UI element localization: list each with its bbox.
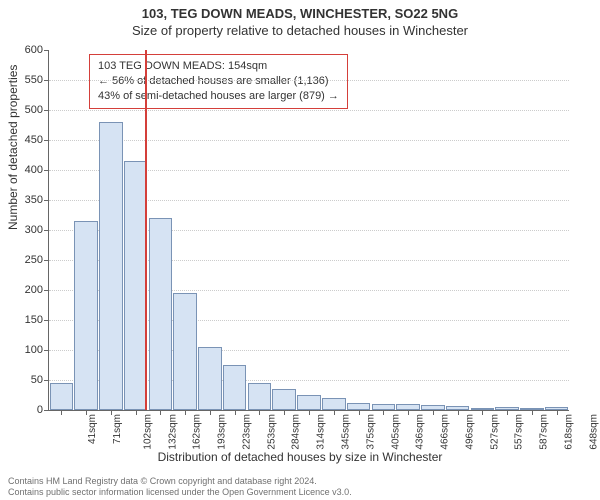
x-tick-mark: [334, 410, 335, 415]
page-title: 103, TEG DOWN MEADS, WINCHESTER, SO22 5N…: [0, 0, 600, 21]
y-tick-mark: [44, 230, 49, 231]
y-tick-label: 200: [7, 284, 43, 296]
histogram-bar: [50, 383, 74, 410]
x-tick-mark: [235, 410, 236, 415]
y-gridline: [49, 140, 569, 141]
x-tick-mark: [210, 410, 211, 415]
attribution-line-1: Contains HM Land Registry data © Crown c…: [8, 476, 592, 487]
histogram-bar: [99, 122, 123, 410]
x-tick-mark: [458, 410, 459, 415]
x-tick-mark: [136, 410, 137, 415]
x-tick-mark: [507, 410, 508, 415]
y-tick-mark: [44, 110, 49, 111]
y-tick-mark: [44, 80, 49, 81]
y-tick-mark: [44, 350, 49, 351]
x-tick-mark: [532, 410, 533, 415]
x-tick-mark: [309, 410, 310, 415]
info-line-1: 103 TEG DOWN MEADS: 154sqm: [98, 59, 339, 74]
y-tick-mark: [44, 140, 49, 141]
x-tick-label: 253sqm: [266, 414, 277, 450]
x-tick-label: 193sqm: [217, 414, 228, 450]
x-tick-mark: [359, 410, 360, 415]
y-tick-label: 0: [7, 404, 43, 416]
y-tick-label: 600: [7, 44, 43, 56]
x-tick-label: 527sqm: [489, 414, 500, 450]
x-tick-label: 345sqm: [341, 414, 352, 450]
y-tick-mark: [44, 320, 49, 321]
x-tick-label: 71sqm: [112, 414, 123, 444]
y-tick-label: 300: [7, 224, 43, 236]
y-tick-mark: [44, 260, 49, 261]
histogram-bar: [297, 395, 321, 410]
histogram-bar: [124, 161, 148, 410]
x-tick-mark: [160, 410, 161, 415]
y-tick-mark: [44, 170, 49, 171]
chart-area: 103 TEG DOWN MEADS: 154sqm ← 56% of deta…: [48, 50, 568, 410]
x-tick-mark: [408, 410, 409, 415]
y-tick-mark: [44, 50, 49, 51]
y-tick-label: 550: [7, 74, 43, 86]
x-tick-mark: [259, 410, 260, 415]
x-tick-label: 102sqm: [142, 414, 153, 450]
x-tick-mark: [111, 410, 112, 415]
histogram-bar: [347, 403, 371, 410]
y-tick-label: 350: [7, 194, 43, 206]
x-tick-mark: [383, 410, 384, 415]
y-gridline: [49, 110, 569, 111]
y-tick-mark: [44, 380, 49, 381]
x-tick-label: 557sqm: [514, 414, 525, 450]
y-gridline: [49, 80, 569, 81]
y-tick-label: 450: [7, 134, 43, 146]
y-tick-label: 250: [7, 254, 43, 266]
x-tick-label: 223sqm: [242, 414, 253, 450]
x-tick-label: 284sqm: [291, 414, 302, 450]
marker-info-box: 103 TEG DOWN MEADS: 154sqm ← 56% of deta…: [89, 54, 348, 109]
y-tick-label: 150: [7, 314, 43, 326]
x-tick-label: 41sqm: [87, 414, 98, 444]
y-tick-mark: [44, 290, 49, 291]
x-tick-mark: [185, 410, 186, 415]
attribution-line-2: Contains public sector information licen…: [8, 487, 592, 498]
x-tick-label: 587sqm: [539, 414, 550, 450]
page-subtitle: Size of property relative to detached ho…: [0, 21, 600, 40]
x-tick-mark: [482, 410, 483, 415]
x-tick-label: 436sqm: [415, 414, 426, 450]
histogram-bar: [198, 347, 222, 410]
histogram-bar: [223, 365, 247, 410]
y-tick-label: 400: [7, 164, 43, 176]
x-axis-label: Distribution of detached houses by size …: [0, 450, 600, 464]
x-tick-label: 162sqm: [192, 414, 203, 450]
x-tick-mark: [557, 410, 558, 415]
histogram-bar: [248, 383, 272, 410]
x-tick-mark: [86, 410, 87, 415]
x-tick-label: 375sqm: [365, 414, 376, 450]
x-tick-label: 405sqm: [390, 414, 401, 450]
x-tick-mark: [284, 410, 285, 415]
x-tick-label: 314sqm: [316, 414, 327, 450]
info-line-3: 43% of semi-detached houses are larger (…: [98, 89, 339, 104]
y-tick-label: 50: [7, 374, 43, 386]
x-tick-label: 466sqm: [440, 414, 451, 450]
plot-area: 103 TEG DOWN MEADS: 154sqm ← 56% of deta…: [48, 50, 569, 411]
histogram-bar: [322, 398, 346, 410]
attribution: Contains HM Land Registry data © Crown c…: [0, 476, 600, 499]
y-tick-label: 100: [7, 344, 43, 356]
histogram-bar: [173, 293, 197, 410]
x-tick-label: 648sqm: [588, 414, 599, 450]
x-tick-mark: [61, 410, 62, 415]
x-tick-label: 132sqm: [167, 414, 178, 450]
y-tick-label: 500: [7, 104, 43, 116]
x-tick-mark: [433, 410, 434, 415]
x-tick-label: 618sqm: [563, 414, 574, 450]
property-marker-line: [145, 50, 147, 410]
y-tick-mark: [44, 410, 49, 411]
x-tick-label: 496sqm: [464, 414, 475, 450]
y-tick-mark: [44, 200, 49, 201]
histogram-bar: [272, 389, 296, 410]
histogram-bar: [149, 218, 173, 410]
histogram-bar: [74, 221, 98, 410]
info-line-2: ← 56% of detached houses are smaller (1,…: [98, 74, 339, 89]
